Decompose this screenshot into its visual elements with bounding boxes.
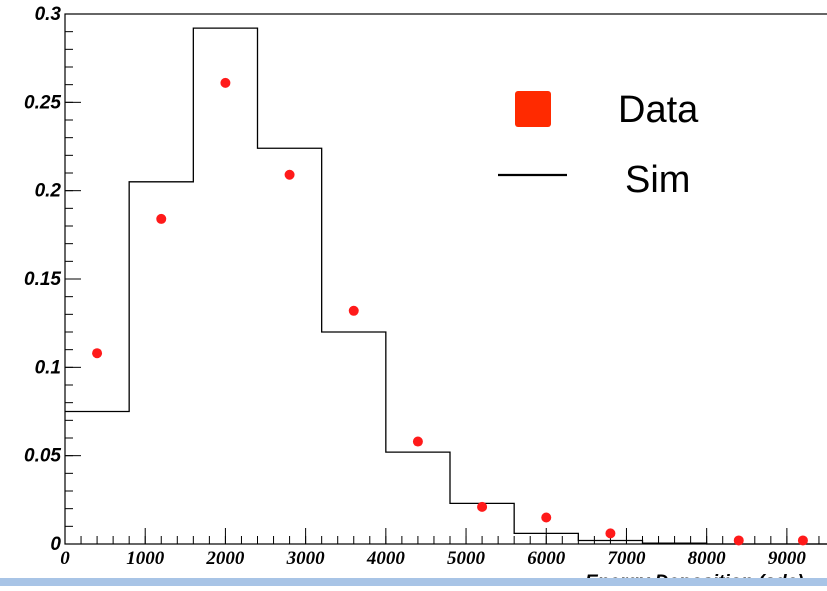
y-tick-label: 0.1 [35, 357, 61, 378]
x-tick-label: 6000 [527, 548, 566, 569]
y-tick-label: 0.2 [35, 181, 62, 202]
data-point [220, 77, 231, 88]
data-point [733, 535, 744, 546]
x-tick-label: 5000 [447, 548, 486, 569]
data-point [797, 535, 808, 546]
ticks-layer: 0 0.05 0.1 0.15 0.2 0.25 0.3 0 1000 2000 3000 4000 5… [24, 4, 820, 569]
legend-data-label: Data [618, 89, 699, 131]
data-point [284, 169, 295, 180]
y-tick-label: 0.3 [35, 4, 62, 25]
x-tick-label: 1000 [126, 548, 165, 569]
x-tick-label: 0 [60, 548, 70, 569]
x-tick-label: 2000 [205, 548, 245, 569]
bottom-band [0, 578, 827, 586]
y-tick-label: 0 [50, 534, 61, 555]
data-series [92, 77, 808, 546]
plot-frame [64, 13, 827, 545]
data-point [605, 528, 616, 539]
sim-step-line [65, 27, 827, 545]
data-point [156, 213, 167, 224]
x-tick-label: 8000 [688, 548, 727, 569]
x-tick-label: 4000 [366, 548, 406, 569]
data-point [477, 501, 488, 512]
x-tick-label: 7000 [607, 548, 646, 569]
y-tick-label: 0.05 [24, 446, 61, 467]
sim-series [65, 27, 827, 545]
data-point [412, 436, 423, 447]
x-tick-label: 9000 [768, 548, 807, 569]
x-tick-label: 3000 [286, 548, 326, 569]
data-point [92, 348, 103, 359]
data-point [348, 305, 359, 316]
legend: Data Sim [498, 89, 699, 201]
data-point [541, 512, 552, 523]
legend-sim-label: Sim [625, 159, 690, 201]
y-tick-label: 0.15 [24, 269, 61, 290]
legend-data-marker [515, 91, 551, 127]
y-tick-label: 0.25 [24, 92, 61, 113]
